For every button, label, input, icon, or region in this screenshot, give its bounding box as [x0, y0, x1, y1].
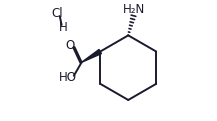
- Text: Cl: Cl: [52, 7, 64, 20]
- Text: H: H: [58, 21, 67, 34]
- Text: HO: HO: [59, 71, 77, 84]
- Text: H₂N: H₂N: [123, 3, 145, 16]
- Text: O: O: [65, 39, 74, 52]
- Polygon shape: [82, 49, 102, 62]
